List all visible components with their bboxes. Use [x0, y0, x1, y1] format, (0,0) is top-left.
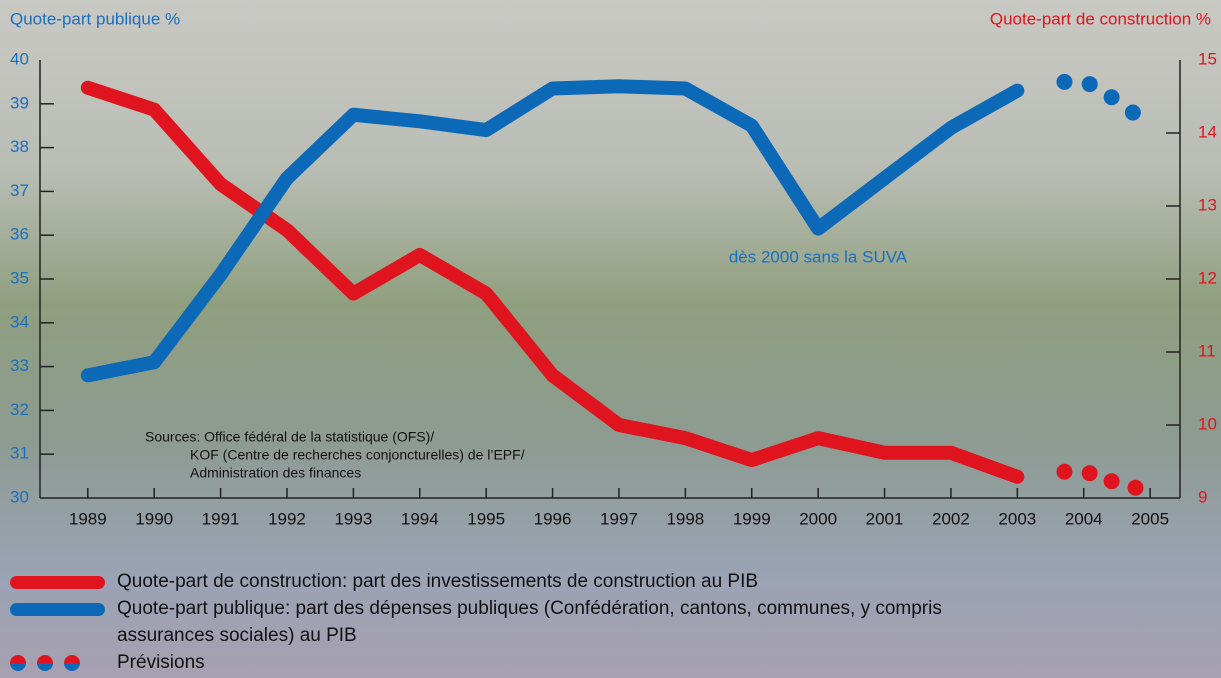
y2-tick-label: 9 [1198, 487, 1207, 506]
y-tick-label: 40 [10, 49, 29, 68]
forecast-point [1127, 479, 1144, 496]
x-tick-label: 2001 [866, 509, 904, 528]
annotation: KOF (Centre de recherches conjoncturelle… [190, 447, 525, 463]
legend-swatch [37, 655, 53, 671]
x-tick-label: 1996 [534, 509, 572, 528]
x-tick-label: 2003 [998, 509, 1036, 528]
y-tick-label: 39 [10, 93, 29, 112]
y2-tick-label: 14 [1198, 122, 1217, 141]
y-tick-label: 31 [10, 444, 29, 463]
annotation: Administration des finances [190, 465, 361, 481]
y-tick-label: 38 [10, 137, 29, 156]
legend-swatch [64, 655, 80, 671]
legend-entry: Quote-part de construction: part des inv… [0, 568, 1017, 595]
x-tick-label: 1993 [334, 509, 372, 528]
y-tick-label: 37 [10, 181, 29, 200]
y2-tick-label: 15 [1198, 49, 1217, 68]
forecast-point [1081, 76, 1098, 93]
legend-swatch [10, 655, 26, 671]
x-tick-label: 1990 [135, 509, 173, 528]
legend-swatch [10, 603, 105, 616]
forecast-point [1081, 465, 1098, 482]
legend-label: Prévisions [117, 652, 205, 673]
forecast-point [1103, 473, 1120, 490]
x-tick-label: 1992 [268, 509, 306, 528]
forecast-point [1056, 73, 1073, 90]
y-tick-label: 36 [10, 225, 29, 244]
legend-label: Quote-part de construction: part des inv… [117, 571, 759, 592]
y-tick-label: 30 [10, 487, 29, 506]
data-line [80, 80, 1025, 484]
x-tick-label: 2000 [799, 509, 837, 528]
x-tick-label: 1995 [467, 509, 505, 528]
x-tick-label: 2005 [1131, 509, 1169, 528]
x-tick-label: 2004 [1065, 509, 1103, 528]
y2-tick-label: 10 [1198, 414, 1217, 433]
x-tick-label: 1989 [69, 509, 107, 528]
y2-axis-label: Quote-part de construction % [990, 9, 1211, 28]
x-tick-label: 1994 [401, 509, 439, 528]
x-tick-label: 1998 [666, 509, 704, 528]
y2-tick-label: 13 [1198, 195, 1217, 214]
legend-swatch [10, 576, 105, 589]
annotation: Sources: Office fédéral de la statistiqu… [145, 429, 434, 445]
legend-entry: Quote-part publique: part des dépenses p… [0, 595, 1017, 649]
data-line [80, 79, 1025, 383]
y2-tick-label: 12 [1198, 268, 1217, 287]
forecast-point [1103, 89, 1120, 106]
annotation: dès 2000 sans la SUVA [729, 247, 908, 266]
y-tick-label: 35 [10, 268, 29, 287]
y-tick-label: 32 [10, 400, 29, 419]
forecast-point [1124, 104, 1141, 121]
x-tick-label: 1991 [202, 509, 240, 528]
x-tick-label: 2002 [932, 509, 970, 528]
legend-entry: Prévisions [0, 649, 1017, 676]
x-tick-label: 1997 [600, 509, 638, 528]
y-tick-label: 33 [10, 356, 29, 375]
legend: Quote-part de construction: part des inv… [0, 568, 1221, 676]
y-axis-label: Quote-part publique % [10, 9, 180, 28]
x-tick-label: 1999 [733, 509, 771, 528]
y2-tick-label: 11 [1198, 341, 1216, 360]
chart: Quote-part publique % Quote-part de cons… [10, 9, 1217, 528]
forecast-point [1056, 463, 1073, 480]
legend-label: Quote-part publique: part des dépenses p… [117, 598, 942, 646]
y-tick-label: 34 [10, 312, 29, 331]
